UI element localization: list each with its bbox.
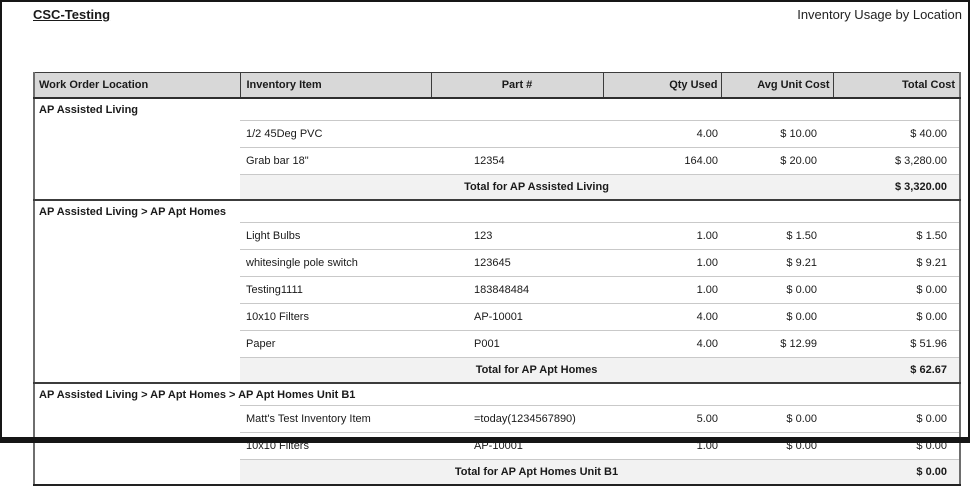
location-spacer-cell: [34, 223, 240, 250]
part-number-cell: AP-10001: [431, 432, 603, 460]
item-name-cell: 10x10 Filters: [240, 432, 431, 460]
part-number-cell: 12354: [431, 147, 603, 175]
qty-used-cell: 4.00: [603, 120, 721, 148]
column-header-part-number: Part #: [430, 72, 604, 99]
total-spacer-cell: [34, 175, 240, 201]
location-spacer-cell: [34, 250, 240, 277]
section-location: AP Assisted Living > AP Apt Homes: [34, 199, 960, 223]
qty-used-cell: 1.00: [603, 276, 721, 304]
inventory-row: Matt's Test Inventory Item =today(1234567…: [34, 405, 960, 433]
qty-used-cell: 4.00: [603, 330, 721, 358]
table-header-row: Work Order Location Inventory Item Part …: [33, 72, 961, 99]
section-total-label: Total for AP Apt Homes: [240, 357, 833, 383]
avg-unit-cost-cell: $ 0.00: [721, 303, 833, 331]
qty-used-cell: 1.00: [603, 222, 721, 250]
location-spacer-cell: [34, 304, 240, 331]
section-location-row: AP Assisted Living > AP Apt Homes > AP A…: [34, 382, 960, 406]
column-header-avg-unit-cost: Avg Unit Cost: [720, 72, 834, 99]
location-spacer-cell: [34, 433, 240, 460]
section-total-row: Total for AP Apt Homes $ 62.67: [34, 357, 960, 384]
item-name-cell: Matt's Test Inventory Item: [240, 405, 431, 433]
avg-unit-cost-cell: $ 0.00: [721, 432, 833, 460]
item-name-cell: Paper: [240, 330, 431, 358]
column-header-work-order-location: Work Order Location: [33, 72, 241, 99]
inventory-row: Light Bulbs 123 1.00 $ 1.50 $ 1.50: [34, 222, 960, 250]
part-number-cell: 123645: [431, 249, 603, 277]
section-location: AP Assisted Living > AP Apt Homes > AP A…: [34, 382, 960, 406]
total-cost-cell: $ 51.96: [833, 330, 960, 358]
avg-unit-cost-cell: $ 9.21: [721, 249, 833, 277]
section-location-row: AP Assisted Living: [34, 97, 960, 121]
total-cost-cell: $ 40.00: [833, 120, 960, 148]
qty-used-cell: 4.00: [603, 303, 721, 331]
part-number-cell: P001: [431, 330, 603, 358]
total-cost-cell: $ 1.50: [833, 222, 960, 250]
inventory-row: Testing1111 183848484 1.00 $ 0.00 $ 0.00: [34, 276, 960, 304]
part-number-cell: [431, 120, 603, 148]
qty-used-cell: 1.00: [603, 249, 721, 277]
item-name-cell: Testing1111: [240, 276, 431, 304]
inventory-row: whitesingle pole switch 123645 1.00 $ 9.21 $…: [34, 249, 960, 277]
total-cost-cell: $ 0.00: [833, 303, 960, 331]
item-name-cell: 10x10 Filters: [240, 303, 431, 331]
company-name: CSC-Testing: [33, 7, 111, 22]
column-header-qty-used: Qty Used: [602, 72, 722, 99]
report-title: Inventory Usage by Location: [797, 7, 962, 22]
avg-unit-cost-cell: $ 12.99: [721, 330, 833, 358]
section-total-value: $ 3,320.00: [833, 174, 960, 200]
location-spacer-cell: [34, 331, 240, 358]
total-cost-cell: $ 0.00: [833, 276, 960, 304]
section-location-row: AP Assisted Living > AP Apt Homes: [34, 199, 960, 223]
section-location: AP Assisted Living: [34, 97, 960, 121]
inventory-usage-table: Work Order Location Inventory Item Part …: [33, 72, 961, 486]
section-total-row: Total for AP Apt Homes Unit B1 $ 0.00: [34, 459, 960, 486]
part-number-cell: 183848484: [431, 276, 603, 304]
total-spacer-cell: [34, 358, 240, 384]
inventory-row: 1/2 45Deg PVC 4.00 $ 10.00 $ 40.00: [34, 120, 960, 148]
avg-unit-cost-cell: $ 10.00: [721, 120, 833, 148]
avg-unit-cost-cell: $ 1.50: [721, 222, 833, 250]
section-total-value: $ 62.67: [833, 357, 960, 383]
total-cost-cell: $ 3,280.00: [833, 147, 960, 175]
part-number-cell: =today(1234567890): [431, 405, 603, 433]
qty-used-cell: 164.00: [603, 147, 721, 175]
report-table-container: Work Order Location Inventory Item Part …: [33, 72, 961, 486]
column-header-inventory-item: Inventory Item: [239, 72, 432, 99]
item-name-cell: 1/2 45Deg PVC: [240, 120, 431, 148]
inventory-row: Grab bar 18" 12354 164.00 $ 20.00 $ 3,280.00: [34, 147, 960, 175]
location-spacer-cell: [34, 148, 240, 175]
part-number-cell: 123: [431, 222, 603, 250]
column-header-total-cost: Total Cost: [832, 72, 961, 99]
item-name-cell: Grab bar 18": [240, 147, 431, 175]
section-total-label: Total for AP Apt Homes Unit B1: [240, 459, 833, 485]
avg-unit-cost-cell: $ 0.00: [721, 405, 833, 433]
total-cost-cell: $ 0.00: [833, 432, 960, 460]
total-spacer-cell: [34, 460, 240, 486]
avg-unit-cost-cell: $ 0.00: [721, 276, 833, 304]
part-number-cell: AP-10001: [431, 303, 603, 331]
inventory-row: Paper P001 4.00 $ 12.99 $ 51.96: [34, 330, 960, 358]
location-spacer-cell: [34, 406, 240, 433]
inventory-row: 10x10 Filters AP-10001 1.00 $ 0.00 $ 0.00: [34, 432, 960, 460]
avg-unit-cost-cell: $ 20.00: [721, 147, 833, 175]
section-total-label: Total for AP Assisted Living: [240, 174, 833, 200]
item-name-cell: whitesingle pole switch: [240, 249, 431, 277]
total-cost-cell: $ 9.21: [833, 249, 960, 277]
location-spacer-cell: [34, 121, 240, 148]
total-cost-cell: $ 0.00: [833, 405, 960, 433]
section-total-row: Total for AP Assisted Living $ 3,320.00: [34, 174, 960, 201]
location-spacer-cell: [34, 277, 240, 304]
section-total-value: $ 0.00: [833, 459, 960, 485]
inventory-row: 10x10 Filters AP-10001 4.00 $ 0.00 $ 0.00: [34, 303, 960, 331]
qty-used-cell: 5.00: [603, 405, 721, 433]
item-name-cell: Light Bulbs: [240, 222, 431, 250]
qty-used-cell: 1.00: [603, 432, 721, 460]
